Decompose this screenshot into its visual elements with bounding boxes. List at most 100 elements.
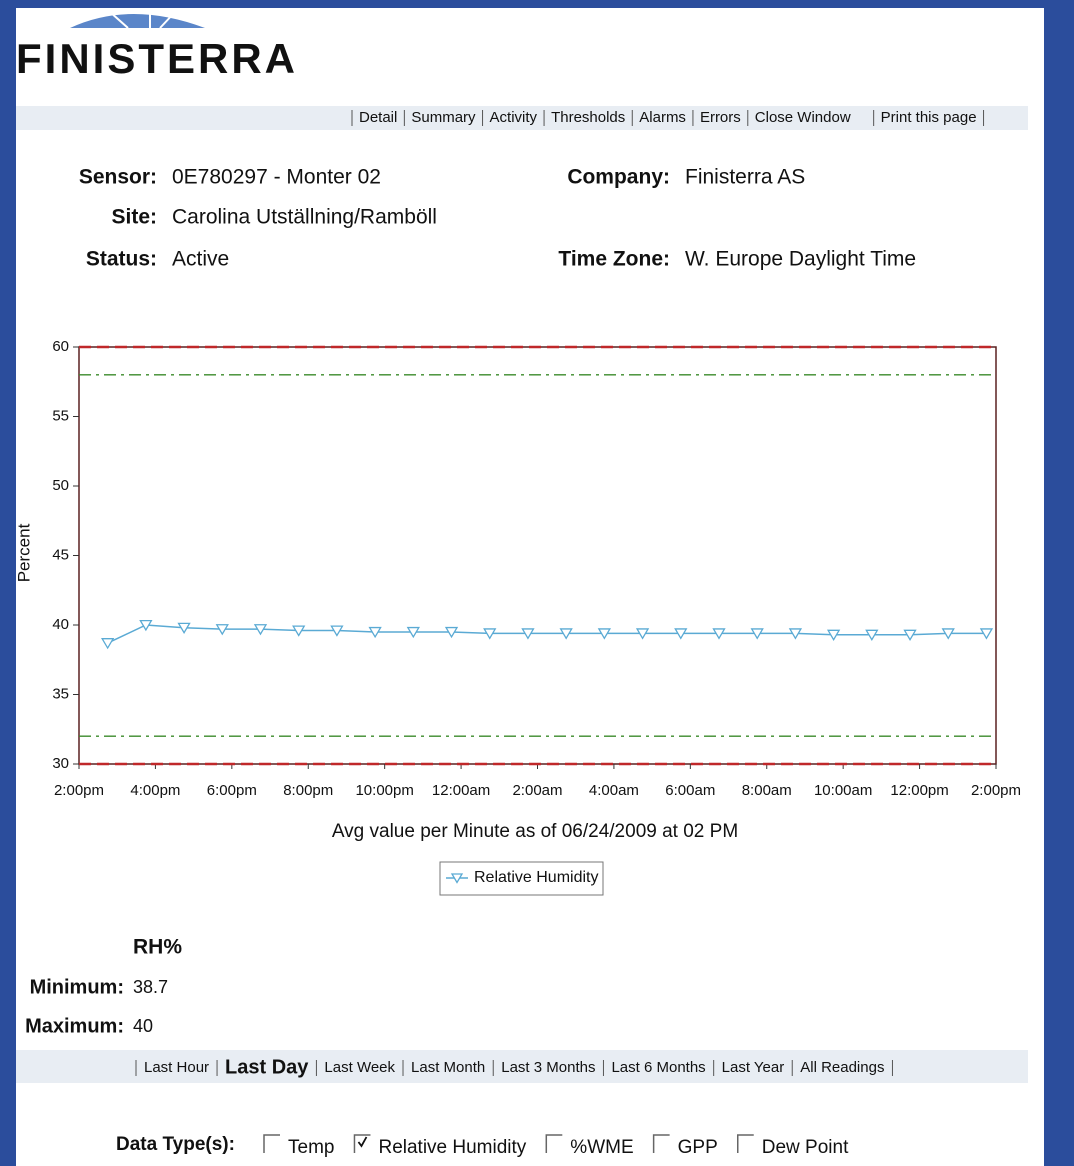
- logo: FINISTERRA: [16, 35, 298, 82]
- x-tick-label: 6:00pm: [207, 782, 257, 799]
- data-point: [101, 638, 115, 650]
- checkbox-label: Temp: [288, 1137, 334, 1158]
- range-link[interactable]: All Readings: [800, 1059, 884, 1076]
- nav-link[interactable]: Summary: [411, 109, 476, 126]
- data-point: [292, 625, 306, 637]
- data-point: [330, 625, 344, 637]
- info-label: Status:: [86, 248, 157, 271]
- info-value: W. Europe Daylight Time: [685, 248, 916, 271]
- nav-bar: [16, 106, 1028, 130]
- data-point: [521, 628, 535, 640]
- data-types-label: Data Type(s):: [116, 1134, 235, 1155]
- plot-area: [78, 346, 997, 765]
- y-tick-label: 55: [52, 407, 69, 424]
- range-link[interactable]: Last 3 Months: [501, 1059, 595, 1076]
- stat-value: 38.7: [133, 977, 168, 997]
- info-value: Carolina Utställning/Ramböll: [172, 206, 437, 229]
- nav-link[interactable]: Errors: [700, 109, 741, 126]
- data-point: [712, 628, 726, 640]
- info-label: Company:: [567, 166, 670, 189]
- x-tick-label: 2:00pm: [971, 782, 1021, 799]
- checkbox-label: %WME: [570, 1137, 633, 1158]
- x-tick-label: 8:00pm: [283, 782, 333, 799]
- legend-label: Relative Humidity: [474, 869, 598, 886]
- checkmark: [357, 1136, 368, 1148]
- checkbox[interactable]: [652, 1134, 670, 1153]
- logo-fan-rays: [109, 8, 176, 29]
- nav-link[interactable]: Activity: [490, 109, 538, 126]
- x-tick-label: 2:00am: [512, 782, 562, 799]
- y-tick-label: 35: [52, 685, 69, 702]
- data-point: [788, 628, 803, 640]
- x-tick-label: 4:00am: [589, 782, 639, 799]
- checkbox-label: Dew Point: [762, 1137, 849, 1158]
- info-label: Site:: [111, 206, 157, 229]
- data-point: [253, 624, 268, 636]
- data-point: [444, 626, 459, 639]
- y-tick-label: 50: [52, 477, 69, 494]
- stat-value: 40: [133, 1016, 153, 1036]
- info-value: 0E780297 - Monter 02: [172, 166, 381, 189]
- data-point: [406, 626, 420, 639]
- info-label: Time Zone:: [558, 248, 670, 271]
- checkbox[interactable]: [737, 1134, 754, 1153]
- x-tick-label: 10:00am: [814, 782, 872, 799]
- checkbox[interactable]: [353, 1134, 371, 1153]
- checkbox-label: Relative Humidity: [378, 1137, 526, 1158]
- x-tick-label: 8:00am: [742, 782, 792, 799]
- stat-label: Minimum:: [30, 976, 124, 998]
- legend-marker: [450, 873, 464, 884]
- stats-header: RH%: [133, 936, 182, 959]
- data-point: [597, 628, 612, 640]
- y-tick-label: 60: [52, 338, 69, 355]
- checkbox-label: GPP: [678, 1137, 718, 1158]
- nav-link[interactable]: Close Window: [755, 109, 851, 126]
- data-point: [559, 628, 573, 640]
- data-point: [674, 628, 688, 640]
- data-point: [483, 628, 497, 640]
- data-point: [979, 628, 994, 640]
- y-tick-label: 30: [52, 755, 69, 772]
- logo-fan: [70, 14, 205, 28]
- x-axis-label: Avg value per Minute as of 06/24/2009 at…: [332, 821, 738, 842]
- x-tick-label: 6:00am: [665, 782, 715, 799]
- data-point: [903, 629, 917, 641]
- stat-label: Maximum:: [25, 1015, 124, 1037]
- checkbox[interactable]: [263, 1134, 280, 1153]
- nav-link[interactable]: Thresholds: [551, 109, 625, 126]
- nav-link[interactable]: Detail: [359, 109, 397, 126]
- x-tick-label: 12:00am: [432, 782, 490, 799]
- x-tick-label: 4:00pm: [130, 782, 180, 799]
- nav-link[interactable]: Print this page: [881, 109, 977, 126]
- range-link[interactable]: Last 6 Months: [611, 1059, 705, 1076]
- data-point: [750, 628, 764, 640]
- data-point: [826, 629, 841, 641]
- nav-link[interactable]: Alarms: [639, 109, 686, 126]
- x-tick-label: 12:00pm: [890, 782, 948, 799]
- data-point: [635, 628, 650, 640]
- data-point: [215, 624, 229, 636]
- data-point: [139, 619, 153, 632]
- data-point: [865, 629, 879, 641]
- y-axis-label: Percent: [14, 523, 33, 582]
- range-link[interactable]: Last Month: [411, 1059, 485, 1076]
- range-bar: [16, 1050, 1028, 1083]
- x-tick-label: 10:00pm: [355, 782, 413, 799]
- range-link[interactable]: Last Hour: [144, 1059, 209, 1076]
- info-label: Sensor:: [79, 166, 157, 189]
- info-value: Finisterra AS: [685, 166, 805, 189]
- range-link[interactable]: Last Week: [324, 1059, 395, 1076]
- x-tick-label: 2:00pm: [54, 782, 104, 799]
- data-point: [941, 628, 955, 640]
- checkbox[interactable]: [545, 1134, 563, 1153]
- range-link[interactable]: Last Year: [722, 1059, 785, 1076]
- data-line: [107, 624, 987, 644]
- y-tick-label: 40: [52, 616, 69, 633]
- data-point: [177, 622, 191, 635]
- range-link[interactable]: Last Day: [225, 1056, 309, 1078]
- info-value: Active: [172, 248, 229, 271]
- y-tick-label: 45: [52, 546, 69, 563]
- data-point: [368, 626, 382, 639]
